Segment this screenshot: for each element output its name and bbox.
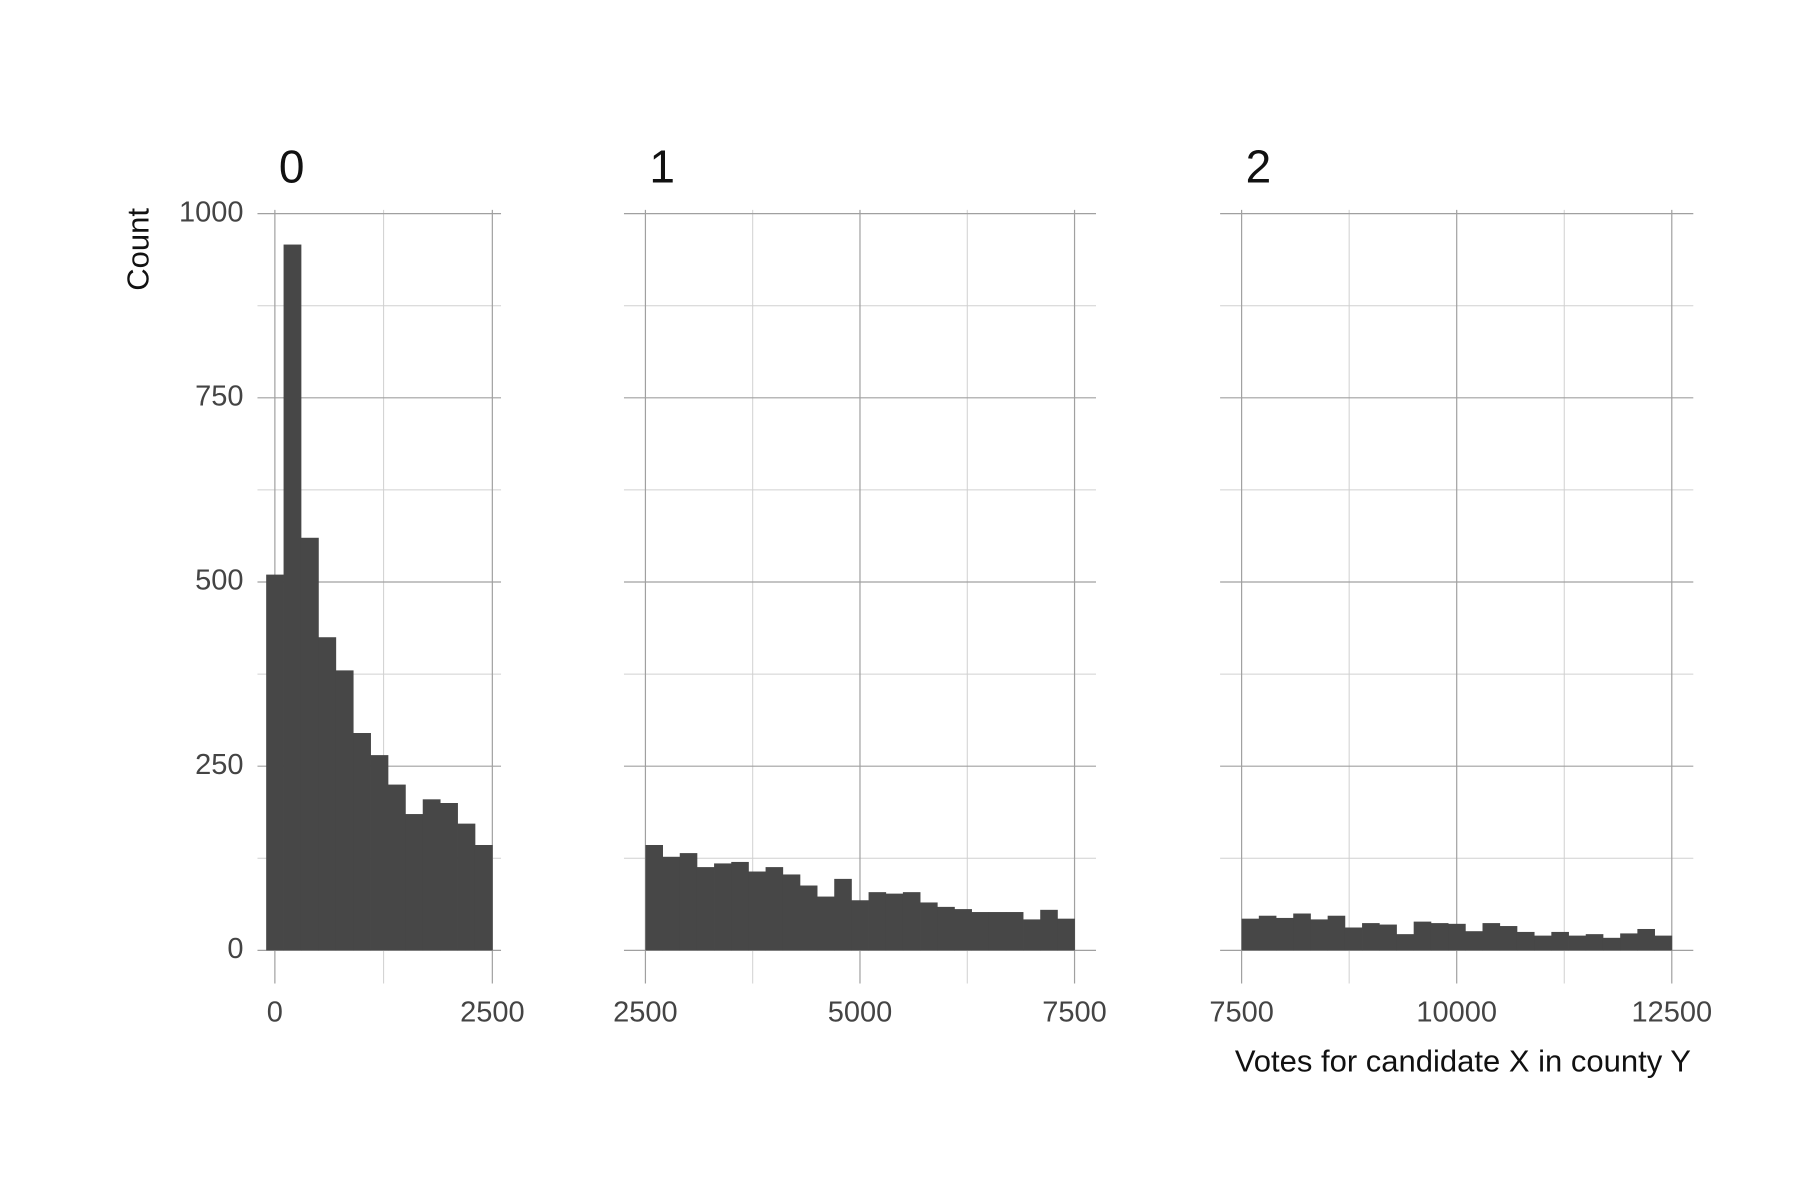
histogram-bar (1276, 917, 1294, 951)
histogram-bar (1430, 923, 1449, 951)
histogram-bar (645, 844, 663, 951)
x-tick-label: 5000 (828, 996, 893, 1028)
histogram-bar (731, 861, 749, 951)
histogram-bar (1585, 934, 1604, 951)
x-tick-label: 0 (267, 996, 283, 1028)
y-tick-label: 250 (195, 749, 243, 781)
y-tick-label: 1000 (179, 196, 244, 228)
y-tick-label: 500 (195, 565, 243, 597)
histogram-bar (1293, 913, 1311, 951)
histogram-bar (902, 892, 921, 951)
histogram-bar (1516, 931, 1535, 951)
histogram-bar (1379, 924, 1397, 951)
histogram-bar (440, 803, 458, 951)
histogram-bar (318, 637, 337, 951)
y-tick-label: 0 (227, 933, 243, 965)
histogram-bar (679, 853, 698, 951)
histogram-bar (353, 733, 371, 951)
histogram-bar (817, 896, 835, 951)
panel-title: 2 (1246, 141, 1272, 193)
x-tick-label: 7500 (1042, 996, 1107, 1028)
x-tick-label: 7500 (1209, 996, 1274, 1028)
histogram-bar (765, 867, 784, 951)
histogram-bar (1482, 923, 1501, 951)
histogram-bar (937, 906, 955, 951)
y-tick-label: 750 (195, 380, 243, 412)
histogram-bar (300, 537, 319, 951)
histogram-bar (387, 784, 406, 951)
histogram-bar (971, 912, 990, 951)
x-tick-label: 12500 (1631, 996, 1712, 1028)
histogram-bar (920, 902, 938, 951)
histogram-bar (370, 755, 389, 951)
histogram-bar (799, 885, 818, 951)
histogram-bar (1258, 915, 1277, 951)
histogram-bar (283, 244, 302, 951)
histogram-bar (1602, 937, 1621, 951)
histogram-bar (1023, 919, 1041, 951)
histogram-bar (1534, 935, 1552, 951)
x-tick-label: 2500 (613, 996, 678, 1028)
histogram-bar (1344, 927, 1363, 951)
histogram-bar (422, 799, 441, 951)
histogram-bar (335, 670, 354, 951)
histogram-bar (405, 814, 424, 951)
x-axis-label: Votes for candidate X in county Y (1235, 1044, 1691, 1079)
histogram-bar (662, 856, 681, 951)
histogram-bar (868, 892, 887, 951)
histogram-bar (1413, 921, 1432, 951)
x-tick-label: 2500 (460, 996, 525, 1028)
histogram-bar (457, 823, 476, 951)
histogram-bar (748, 871, 766, 951)
y-axis-label: Count (121, 208, 156, 291)
histogram-bar (1327, 915, 1346, 951)
histogram-bar (1620, 933, 1638, 951)
histogram-bar (1465, 931, 1483, 951)
histogram-bar (954, 909, 972, 951)
histogram-bar (851, 900, 869, 951)
histogram-bar (1396, 934, 1415, 951)
histogram-bar (1551, 931, 1569, 951)
histogram-bar (988, 912, 1007, 951)
histogram-bar (1448, 923, 1466, 951)
histogram-bar (474, 844, 493, 951)
x-tick-label: 10000 (1416, 996, 1497, 1028)
histogram-bar (696, 867, 715, 951)
histogram-bar (1040, 909, 1058, 951)
histogram-bar (266, 574, 284, 951)
panel-title: 0 (279, 141, 305, 193)
histogram-bar (885, 893, 904, 951)
histogram-bar (834, 878, 852, 951)
histogram-bar (782, 874, 801, 951)
histogram-bar (1057, 918, 1075, 951)
panel-title: 1 (649, 141, 675, 193)
histogram-bar (1310, 919, 1329, 951)
histogram-bar (1362, 923, 1380, 951)
histogram-bar (1654, 935, 1673, 951)
histogram-bar (1499, 926, 1518, 951)
histogram-bar (1241, 918, 1260, 951)
histogram-bar (1568, 935, 1587, 951)
histogram-bar (714, 863, 732, 951)
histogram-bar (1005, 912, 1024, 951)
histogram-bar (1637, 928, 1655, 951)
